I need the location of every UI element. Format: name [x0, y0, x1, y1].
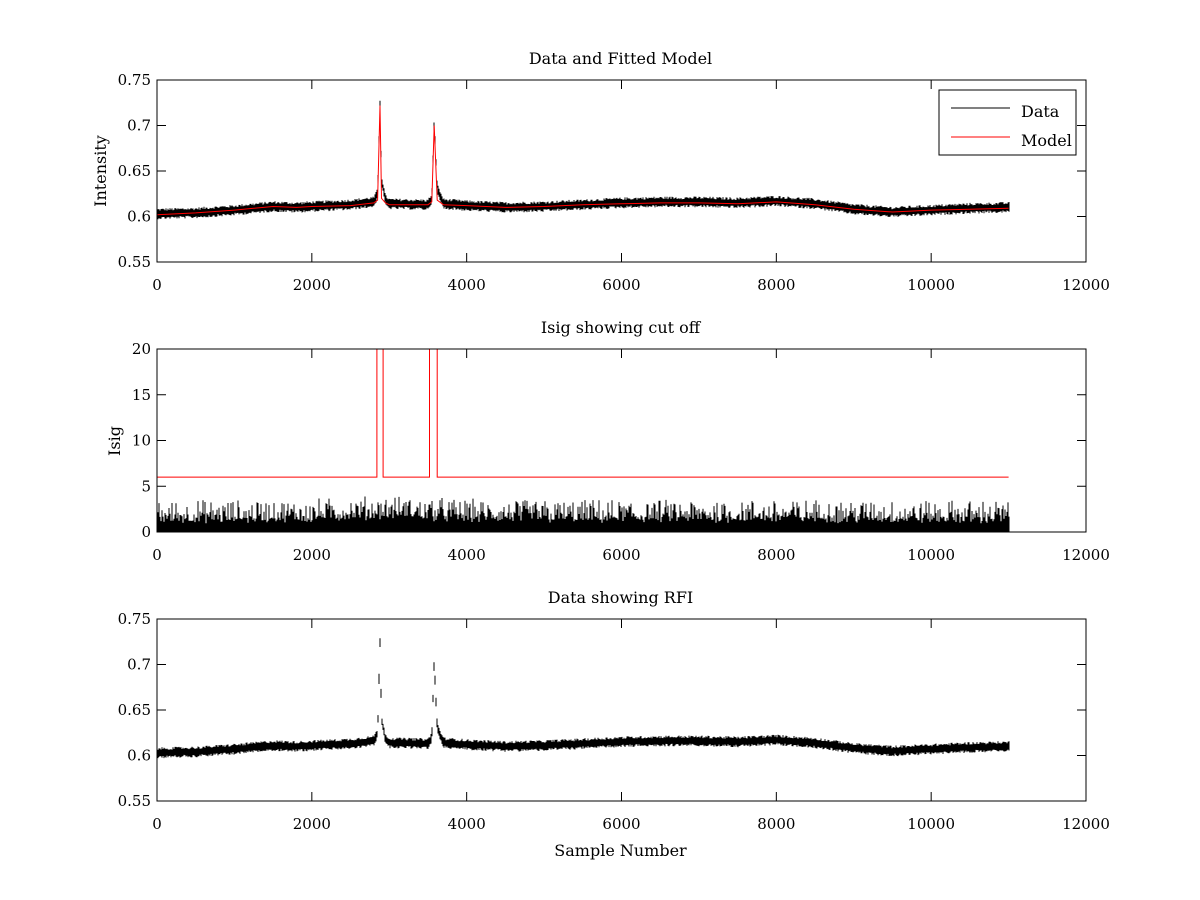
- plot-area: 0 2000 4000 6000 8000 10000 12000 0.55 0.6 0.65 0.…: [118, 71, 1110, 294]
- legend-entry-data: Data: [1021, 102, 1060, 121]
- y-tick-label: 0.75: [118, 71, 151, 89]
- y-axis-label: Isig: [105, 426, 124, 456]
- panel-data-and-model: 0 2000 4000 6000 8000 10000 12000 0.55 0.6 0.65 0.…: [91, 49, 1110, 294]
- y-tick-label: 15: [132, 386, 151, 404]
- y-tick-label: 0.55: [118, 792, 151, 810]
- x-tick-label: 8000: [757, 546, 795, 564]
- x-tick-label: 10000: [907, 546, 955, 564]
- x-tick-label: 6000: [602, 546, 640, 564]
- y-axis-label: Intensity: [91, 135, 110, 207]
- x-tick-label: 8000: [757, 276, 795, 294]
- y-tick-label: 0.75: [118, 610, 151, 628]
- panel-title: Data showing RFI: [548, 588, 693, 607]
- x-tick-label: 0: [152, 546, 162, 564]
- y-tick-label: 20: [132, 340, 151, 358]
- x-tick-label: 2000: [293, 276, 331, 294]
- x-tick-label: 12000: [1062, 276, 1110, 294]
- y-tick-label: 0.55: [118, 253, 151, 271]
- x-tick-label: 4000: [448, 546, 486, 564]
- panel-title: Isig showing cut off: [541, 318, 702, 337]
- y-tick-label: 5: [141, 477, 151, 495]
- legend-entry-model: Model: [1021, 131, 1072, 150]
- legend: Data Model: [938, 89, 1077, 156]
- panel-data-rfi: 0 2000 4000 6000 8000 10000 12000 0.55 0.6 0.65 0.…: [118, 588, 1110, 860]
- series-line-model: [157, 105, 1009, 216]
- x-tick-label: 0: [152, 815, 162, 833]
- series-group: [157, 638, 1010, 759]
- panel-title: Data and Fitted Model: [529, 49, 712, 68]
- x-tick-label: 2000: [293, 815, 331, 833]
- series-group: [157, 100, 1010, 220]
- legend-box: [938, 89, 1077, 156]
- series-line-cut-off: [157, 349, 1009, 478]
- x-tick-label: 4000: [448, 276, 486, 294]
- x-tick-label: 8000: [757, 815, 795, 833]
- series-line-data: [157, 638, 1010, 759]
- y-tick-label: 0: [141, 523, 151, 541]
- y-tick-label: 0.6: [127, 747, 151, 765]
- x-tick-label: 0: [152, 276, 162, 294]
- y-tick-label: 0.6: [127, 208, 151, 226]
- x-tick-label: 2000: [293, 546, 331, 564]
- x-tick-label: 12000: [1062, 815, 1110, 833]
- y-tick-label: 0.7: [127, 656, 151, 674]
- panel-isig: 0 2000 4000 6000 8000 10000 12000 0 5 10 15 20 Isig…: [105, 318, 1110, 564]
- plot-area: 0 2000 4000 6000 8000 10000 12000 0.55 0.6 0.65 0.…: [118, 610, 1110, 833]
- x-tick-label: 6000: [602, 276, 640, 294]
- y-tick-label: 0.7: [127, 117, 151, 135]
- x-tick-label: 4000: [448, 815, 486, 833]
- plot-area: 0 2000 4000 6000 8000 10000 12000 0 5 10 15 20: [132, 340, 1110, 564]
- x-tick-label: 10000: [907, 276, 955, 294]
- x-tick-label: 12000: [1062, 546, 1110, 564]
- series-group: [157, 349, 1010, 532]
- x-tick-label: 10000: [907, 815, 955, 833]
- x-axis-label: Sample Number: [554, 841, 687, 860]
- series-line-isig: [157, 496, 1010, 532]
- x-tick-label: 6000: [602, 815, 640, 833]
- y-tick-label: 10: [132, 432, 151, 450]
- y-tick-label: 0.65: [118, 162, 151, 180]
- y-tick-label: 0.65: [118, 701, 151, 719]
